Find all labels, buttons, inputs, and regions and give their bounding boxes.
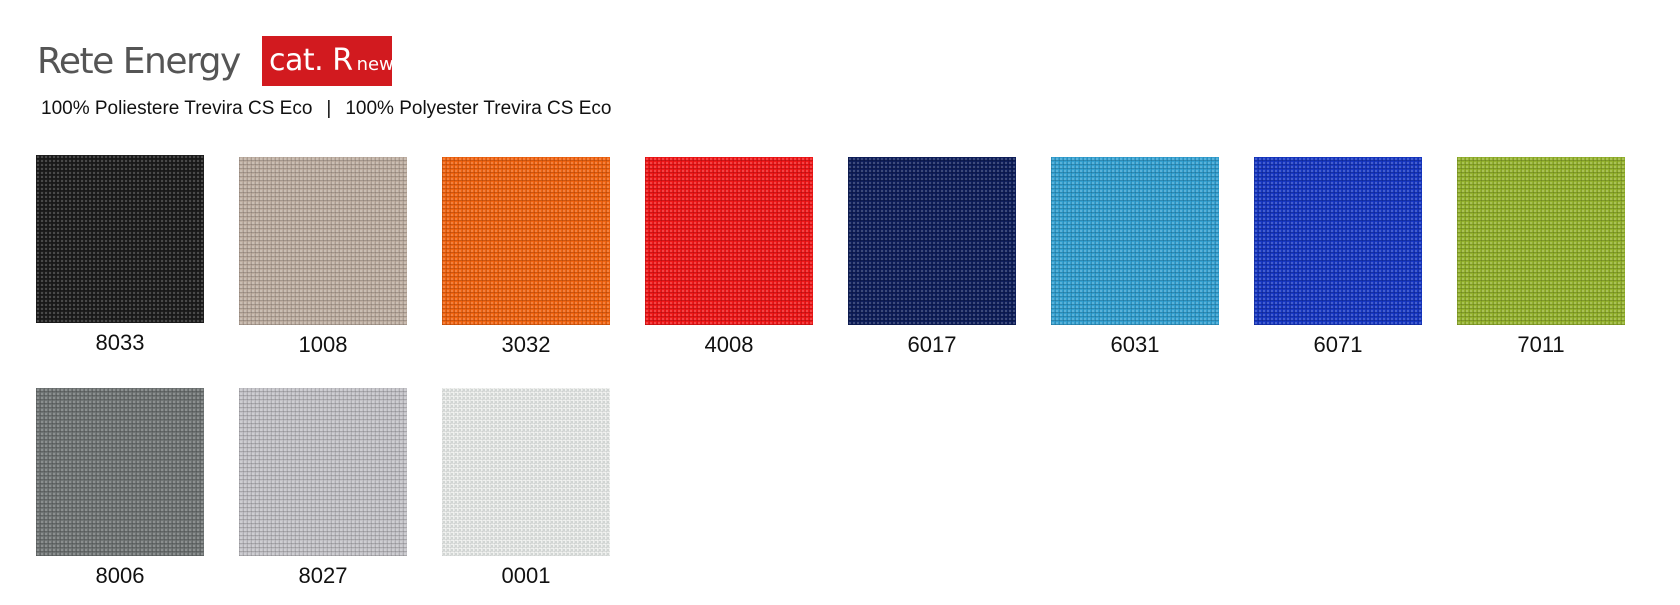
swatch-item[interactable]: 3032: [442, 157, 612, 359]
fabric-swatch: [239, 388, 407, 556]
swatch-item[interactable]: 6031: [1051, 157, 1221, 359]
swatch-item[interactable]: 0001: [442, 388, 612, 590]
swatch-item[interactable]: 6071: [1254, 157, 1424, 359]
fabric-swatch: [239, 157, 407, 325]
fabric-swatch: [1457, 157, 1625, 325]
fabric-swatch: [848, 157, 1016, 325]
subtitle-separator: |: [326, 98, 332, 119]
swatch-code: 6031: [1110, 332, 1160, 357]
swatch-code: 0001: [501, 563, 551, 588]
swatch-item[interactable]: 1008: [239, 157, 409, 359]
fabric-swatch: [36, 155, 204, 323]
swatch-code: 6071: [1313, 332, 1363, 357]
fabric-swatch: [1254, 157, 1422, 325]
swatch-code: 6017: [907, 332, 957, 357]
swatch-code: 1008: [298, 332, 348, 357]
swatch-item[interactable]: 4008: [645, 157, 815, 359]
swatch-item[interactable]: 8033: [36, 155, 206, 357]
swatch-code: 8033: [95, 330, 145, 355]
composition-english: 100% Polyester Trevira CS Eco: [345, 98, 612, 119]
fabric-swatch: [442, 157, 610, 325]
swatch-code: 7011: [1517, 332, 1565, 357]
swatch-item[interactable]: 6017: [848, 157, 1018, 359]
swatch-code: 8006: [95, 563, 145, 588]
fabric-swatch: [442, 388, 610, 556]
swatch-code: 8027: [298, 563, 348, 588]
composition-italian: 100% Poliestere Trevira CS Eco: [41, 98, 313, 119]
fabric-swatch: [36, 388, 204, 556]
swatch-item[interactable]: 8027: [239, 388, 409, 590]
swatch-item[interactable]: 7011: [1457, 157, 1627, 359]
composition-subtitle: 100% Poliestere Trevira CS Eco | 100% Poly…: [41, 97, 611, 121]
swatch-code: 4008: [704, 332, 754, 357]
page-title: Rete Energy: [37, 41, 241, 82]
swatch-code: 3032: [501, 332, 551, 357]
fabric-swatch: [645, 157, 813, 325]
category-badge-label: cat. R: [269, 43, 353, 78]
swatch-item[interactable]: 8006: [36, 388, 206, 590]
new-badge-label: new: [356, 54, 394, 75]
fabric-swatch: [1051, 157, 1219, 325]
